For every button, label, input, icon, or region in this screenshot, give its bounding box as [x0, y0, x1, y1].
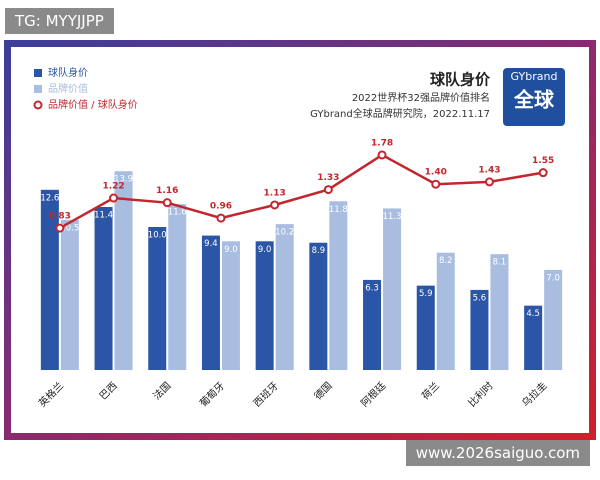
logo-mark: 全球 [513, 88, 555, 112]
source: GYbrand全球品牌研究院，2022.11.17 [310, 107, 490, 120]
bar [416, 285, 435, 370]
value-label: 8.9 [312, 246, 326, 256]
value-label: 5.6 [473, 293, 487, 303]
bar [255, 241, 274, 370]
value-label: 0.96 [210, 202, 232, 212]
bar [544, 269, 563, 370]
bar [114, 171, 133, 370]
bar [221, 241, 240, 370]
value-label: 1.16 [156, 186, 178, 196]
bar [275, 224, 294, 370]
legend-swatch [34, 69, 42, 77]
value-label: 1.33 [317, 173, 339, 183]
line-marker [216, 213, 226, 223]
line-marker [109, 193, 119, 203]
value-label: 9.4 [204, 239, 218, 249]
value-label: 1.22 [102, 182, 124, 192]
line-marker [270, 200, 280, 210]
value-label: 1.40 [425, 168, 447, 178]
bar [470, 289, 489, 370]
value-label: 6.3 [365, 283, 379, 293]
value-label: 11.3 [383, 212, 402, 222]
logo-brand: GYbrand [511, 70, 558, 83]
line-marker [538, 168, 548, 178]
value-label: 9.0 [224, 245, 238, 255]
line [59, 153, 544, 230]
bar [201, 235, 220, 370]
value-label: 4.5 [526, 309, 540, 319]
value-label: 1.43 [478, 165, 500, 175]
value-label: 1.78 [371, 138, 393, 148]
watermark-site: www.2026saiguo.com [405, 440, 590, 466]
chart-title: 球队身价 [430, 71, 491, 89]
subtitle: 2022世界杯32强品牌价值排名 [352, 91, 490, 104]
bar [490, 254, 509, 370]
watermark-tag: TG: MYYJJPP [5, 8, 114, 34]
value-label: 7.0 [546, 273, 560, 283]
value-label: 11.4 [94, 210, 113, 220]
value-label: 11.8 [329, 205, 348, 215]
bar [40, 189, 59, 370]
legend-marker [33, 100, 43, 110]
bar [524, 305, 543, 370]
bar [436, 252, 455, 370]
line-marker [377, 150, 387, 160]
bar [168, 204, 187, 370]
value-label: 0.83 [49, 212, 71, 222]
legend-swatch [34, 85, 42, 93]
value-label: 10.5 [60, 223, 79, 233]
line-marker [55, 223, 65, 233]
value-label: 5.9 [419, 289, 433, 299]
legend-label: 球队身价 [48, 66, 88, 79]
value-label: 10.0 [148, 231, 167, 241]
value-label: 10.2 [275, 228, 294, 238]
value-label: 11.6 [168, 208, 187, 218]
bar [94, 206, 113, 370]
value-label: 8.2 [439, 256, 453, 266]
value-label: 9.0 [258, 245, 272, 255]
line-marker [323, 185, 333, 195]
value-label: 1.13 [264, 188, 286, 198]
value-label: 1.55 [532, 156, 554, 166]
legend-label: 品牌价值 [48, 82, 88, 95]
bar [60, 219, 79, 370]
bar [148, 227, 167, 370]
logo [503, 68, 565, 126]
bar [309, 242, 328, 370]
value-label: 13.9 [114, 175, 133, 185]
legend-label: 品牌价值 / 球队身价 [48, 98, 138, 111]
bar [363, 279, 382, 370]
value-label: 8.1 [493, 258, 507, 268]
line-marker [484, 177, 494, 187]
value-label: 12.6 [40, 193, 59, 203]
line-marker [431, 179, 441, 189]
line-marker [162, 198, 172, 208]
bar [329, 201, 348, 370]
bar [383, 208, 402, 370]
